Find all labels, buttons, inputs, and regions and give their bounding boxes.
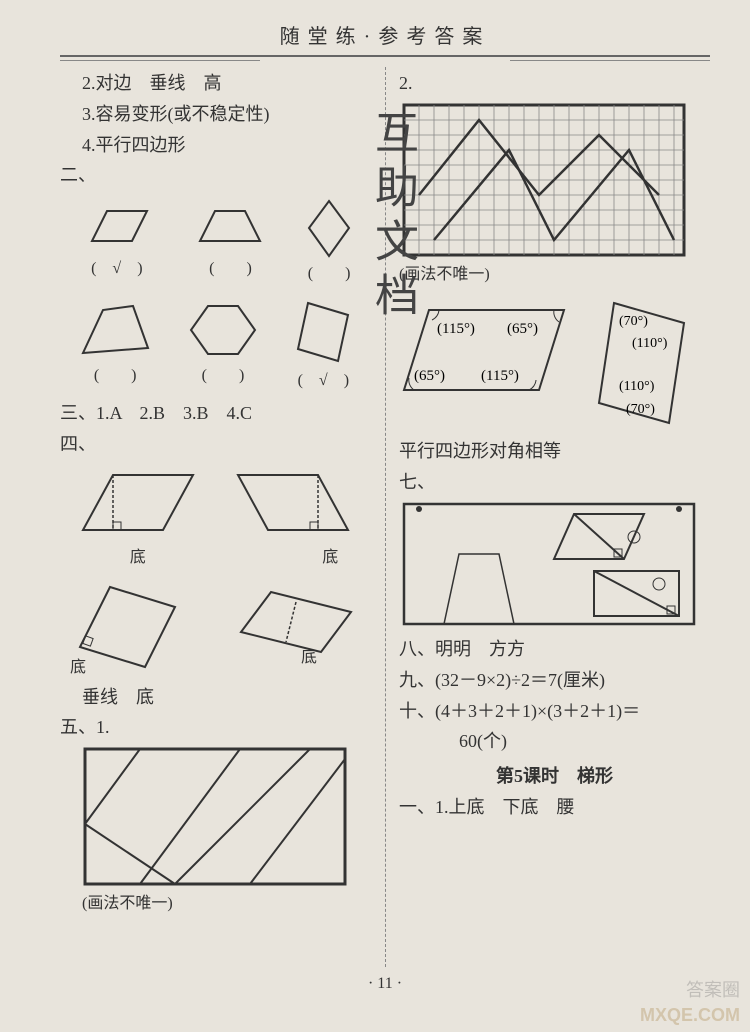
lesson-title: 第5课时 梯形: [399, 762, 710, 791]
angles-para-2: (70°) (110°) (110°) (70°): [584, 295, 694, 435]
svg-text:底: 底: [70, 658, 86, 676]
shape-parallelogram: ( √ ): [77, 201, 157, 282]
s4-shape-1: 底: [73, 465, 203, 571]
q3: 3.容易变形(或不稳定性): [82, 100, 371, 129]
s4-shape-2: 底: [228, 465, 358, 571]
svg-text:底: 底: [301, 648, 317, 666]
shape-hexagon: ( ): [183, 298, 263, 389]
check-3: ( ): [304, 261, 354, 287]
a1b: (65°): [507, 321, 538, 337]
a2c: (110°): [619, 379, 655, 394]
section-7: 七、: [399, 468, 710, 497]
s5-diagram: [80, 744, 350, 889]
watermark-url: MXQE.COM: [640, 1005, 740, 1026]
page-number: · 11 ·: [60, 975, 710, 993]
left-column: 2.对边 垂线 高 3.容易变形(或不稳定性) 4.平行四边形 二、 ( √ )…: [60, 67, 385, 967]
r-q2: 2.: [399, 69, 710, 98]
shape-quad: ( ): [73, 298, 158, 389]
q4: 4.平行四边形: [82, 131, 371, 160]
new-section-1: 一、1.上底 下底 腰: [399, 793, 710, 822]
shape-trapezoid: ( ): [190, 201, 270, 282]
page: 随堂练·参考答案 2.对边 垂线 高 3.容易变形(或不稳定性) 4.平行四边形…: [0, 0, 750, 1032]
check-2: ( ): [190, 256, 270, 282]
angle-shapes: (115°) (65°) (65°) (115°) (70°) (110°) (…: [399, 295, 710, 435]
check-6: ( √ ): [288, 368, 358, 394]
shape-parallelogram-2: ( √ ): [288, 293, 358, 394]
di-1: 底: [73, 545, 203, 571]
shapes-row-2: ( ) ( ) ( √ ): [60, 293, 371, 394]
para-note: 平行四边形对角相等: [399, 437, 710, 466]
a1c: (65°): [414, 368, 445, 384]
perp-text: 垂线 底: [82, 683, 371, 712]
shape-rhombus: ( ): [304, 196, 354, 287]
note-5: (画法不唯一): [82, 891, 371, 917]
a1d: (115°): [481, 368, 519, 384]
a2a: (70°): [619, 314, 648, 329]
page-title: 随堂练·参考答案: [60, 20, 710, 57]
check-1: ( √ ): [77, 256, 157, 282]
section-5: 五、1.: [60, 713, 371, 742]
s4-shape-3: 底: [70, 577, 190, 677]
watermark-text: 答案圈: [686, 976, 740, 1002]
grid-diagram: [399, 100, 689, 260]
section-10a: 十、(4＋3＋2＋1)×(3＋2＋1)＝: [399, 697, 710, 726]
s4-row2: 底 底: [60, 577, 371, 677]
handwritten-overlay: 互助文档: [360, 110, 424, 326]
check-5: ( ): [183, 363, 263, 389]
di-2: 底: [228, 545, 358, 571]
a1a: (115°): [437, 321, 475, 337]
section-3: 三、1.A 2.B 3.B 4.C: [60, 399, 371, 428]
section-10b: 60(个): [459, 727, 710, 756]
s7-diagram: [399, 499, 699, 629]
shapes-row-1: ( √ ) ( ) ( ): [60, 196, 371, 287]
section-4: 四、: [60, 430, 371, 459]
q2: 2.对边 垂线 高: [82, 69, 371, 98]
s4-shape-4: 底: [211, 587, 361, 667]
s4-row1: 底 底: [60, 465, 371, 571]
note-2r: (画法不唯一): [399, 262, 710, 288]
a2b: (110°): [632, 336, 668, 351]
check-4: ( ): [73, 363, 158, 389]
angles-para-1: (115°) (65°) (65°) (115°): [399, 295, 574, 405]
section-2: 二、: [60, 161, 371, 190]
section-9: 九、(32－9×2)÷2＝7(厘米): [399, 666, 710, 695]
section-8: 八、明明 方方: [399, 635, 710, 664]
a2d: (70°): [626, 402, 655, 417]
right-column: 2.: [385, 67, 710, 967]
